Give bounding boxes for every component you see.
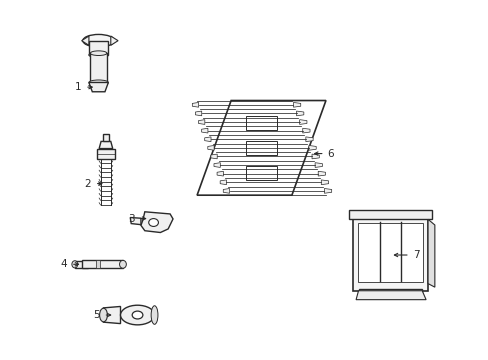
Ellipse shape (132, 311, 142, 319)
Text: 5: 5 (93, 310, 100, 320)
Polygon shape (195, 111, 202, 116)
Polygon shape (217, 171, 223, 176)
Polygon shape (293, 103, 300, 107)
Bar (348, 210, 431, 219)
Bar (245, 116, 277, 130)
Ellipse shape (89, 80, 108, 85)
Polygon shape (299, 120, 306, 125)
Polygon shape (220, 180, 226, 185)
Bar (102, 134, 109, 141)
Ellipse shape (72, 261, 78, 268)
Polygon shape (130, 217, 141, 225)
Bar (358, 289, 421, 297)
Polygon shape (355, 291, 425, 300)
Polygon shape (223, 189, 229, 193)
Ellipse shape (120, 305, 154, 325)
Polygon shape (427, 219, 434, 287)
Polygon shape (201, 128, 207, 133)
Bar (75, 261, 88, 268)
Text: 7: 7 (412, 250, 419, 260)
Polygon shape (311, 154, 319, 159)
Polygon shape (314, 163, 322, 167)
Ellipse shape (100, 308, 107, 322)
Polygon shape (111, 36, 118, 45)
Ellipse shape (89, 52, 108, 58)
Polygon shape (192, 103, 198, 107)
Polygon shape (308, 145, 316, 150)
Polygon shape (302, 128, 309, 133)
Polygon shape (321, 180, 328, 185)
Ellipse shape (151, 306, 158, 324)
Text: 1: 1 (75, 82, 81, 92)
Polygon shape (305, 137, 312, 141)
Bar (245, 141, 277, 155)
Polygon shape (103, 306, 120, 324)
Polygon shape (141, 212, 173, 233)
Polygon shape (296, 111, 303, 116)
Polygon shape (197, 100, 325, 195)
Bar (357, 223, 422, 282)
Bar (96, 260, 100, 268)
Polygon shape (81, 36, 89, 45)
Polygon shape (214, 163, 220, 167)
Polygon shape (324, 189, 331, 193)
Polygon shape (207, 145, 214, 150)
Text: 3: 3 (128, 213, 135, 224)
Ellipse shape (119, 260, 126, 268)
Polygon shape (198, 120, 204, 125)
Bar (245, 166, 277, 180)
Polygon shape (318, 171, 325, 176)
Bar (90, 53, 107, 82)
Polygon shape (99, 141, 113, 149)
Ellipse shape (90, 51, 107, 55)
Text: 4: 4 (61, 259, 67, 269)
Text: 2: 2 (84, 179, 91, 189)
Polygon shape (204, 137, 211, 141)
Bar (352, 216, 427, 291)
Text: 6: 6 (327, 149, 334, 158)
Bar (97, 149, 115, 158)
Bar (89, 41, 108, 55)
Ellipse shape (148, 219, 158, 226)
Polygon shape (210, 154, 217, 159)
Polygon shape (89, 82, 108, 92)
Ellipse shape (82, 35, 114, 47)
Bar (81, 260, 122, 268)
